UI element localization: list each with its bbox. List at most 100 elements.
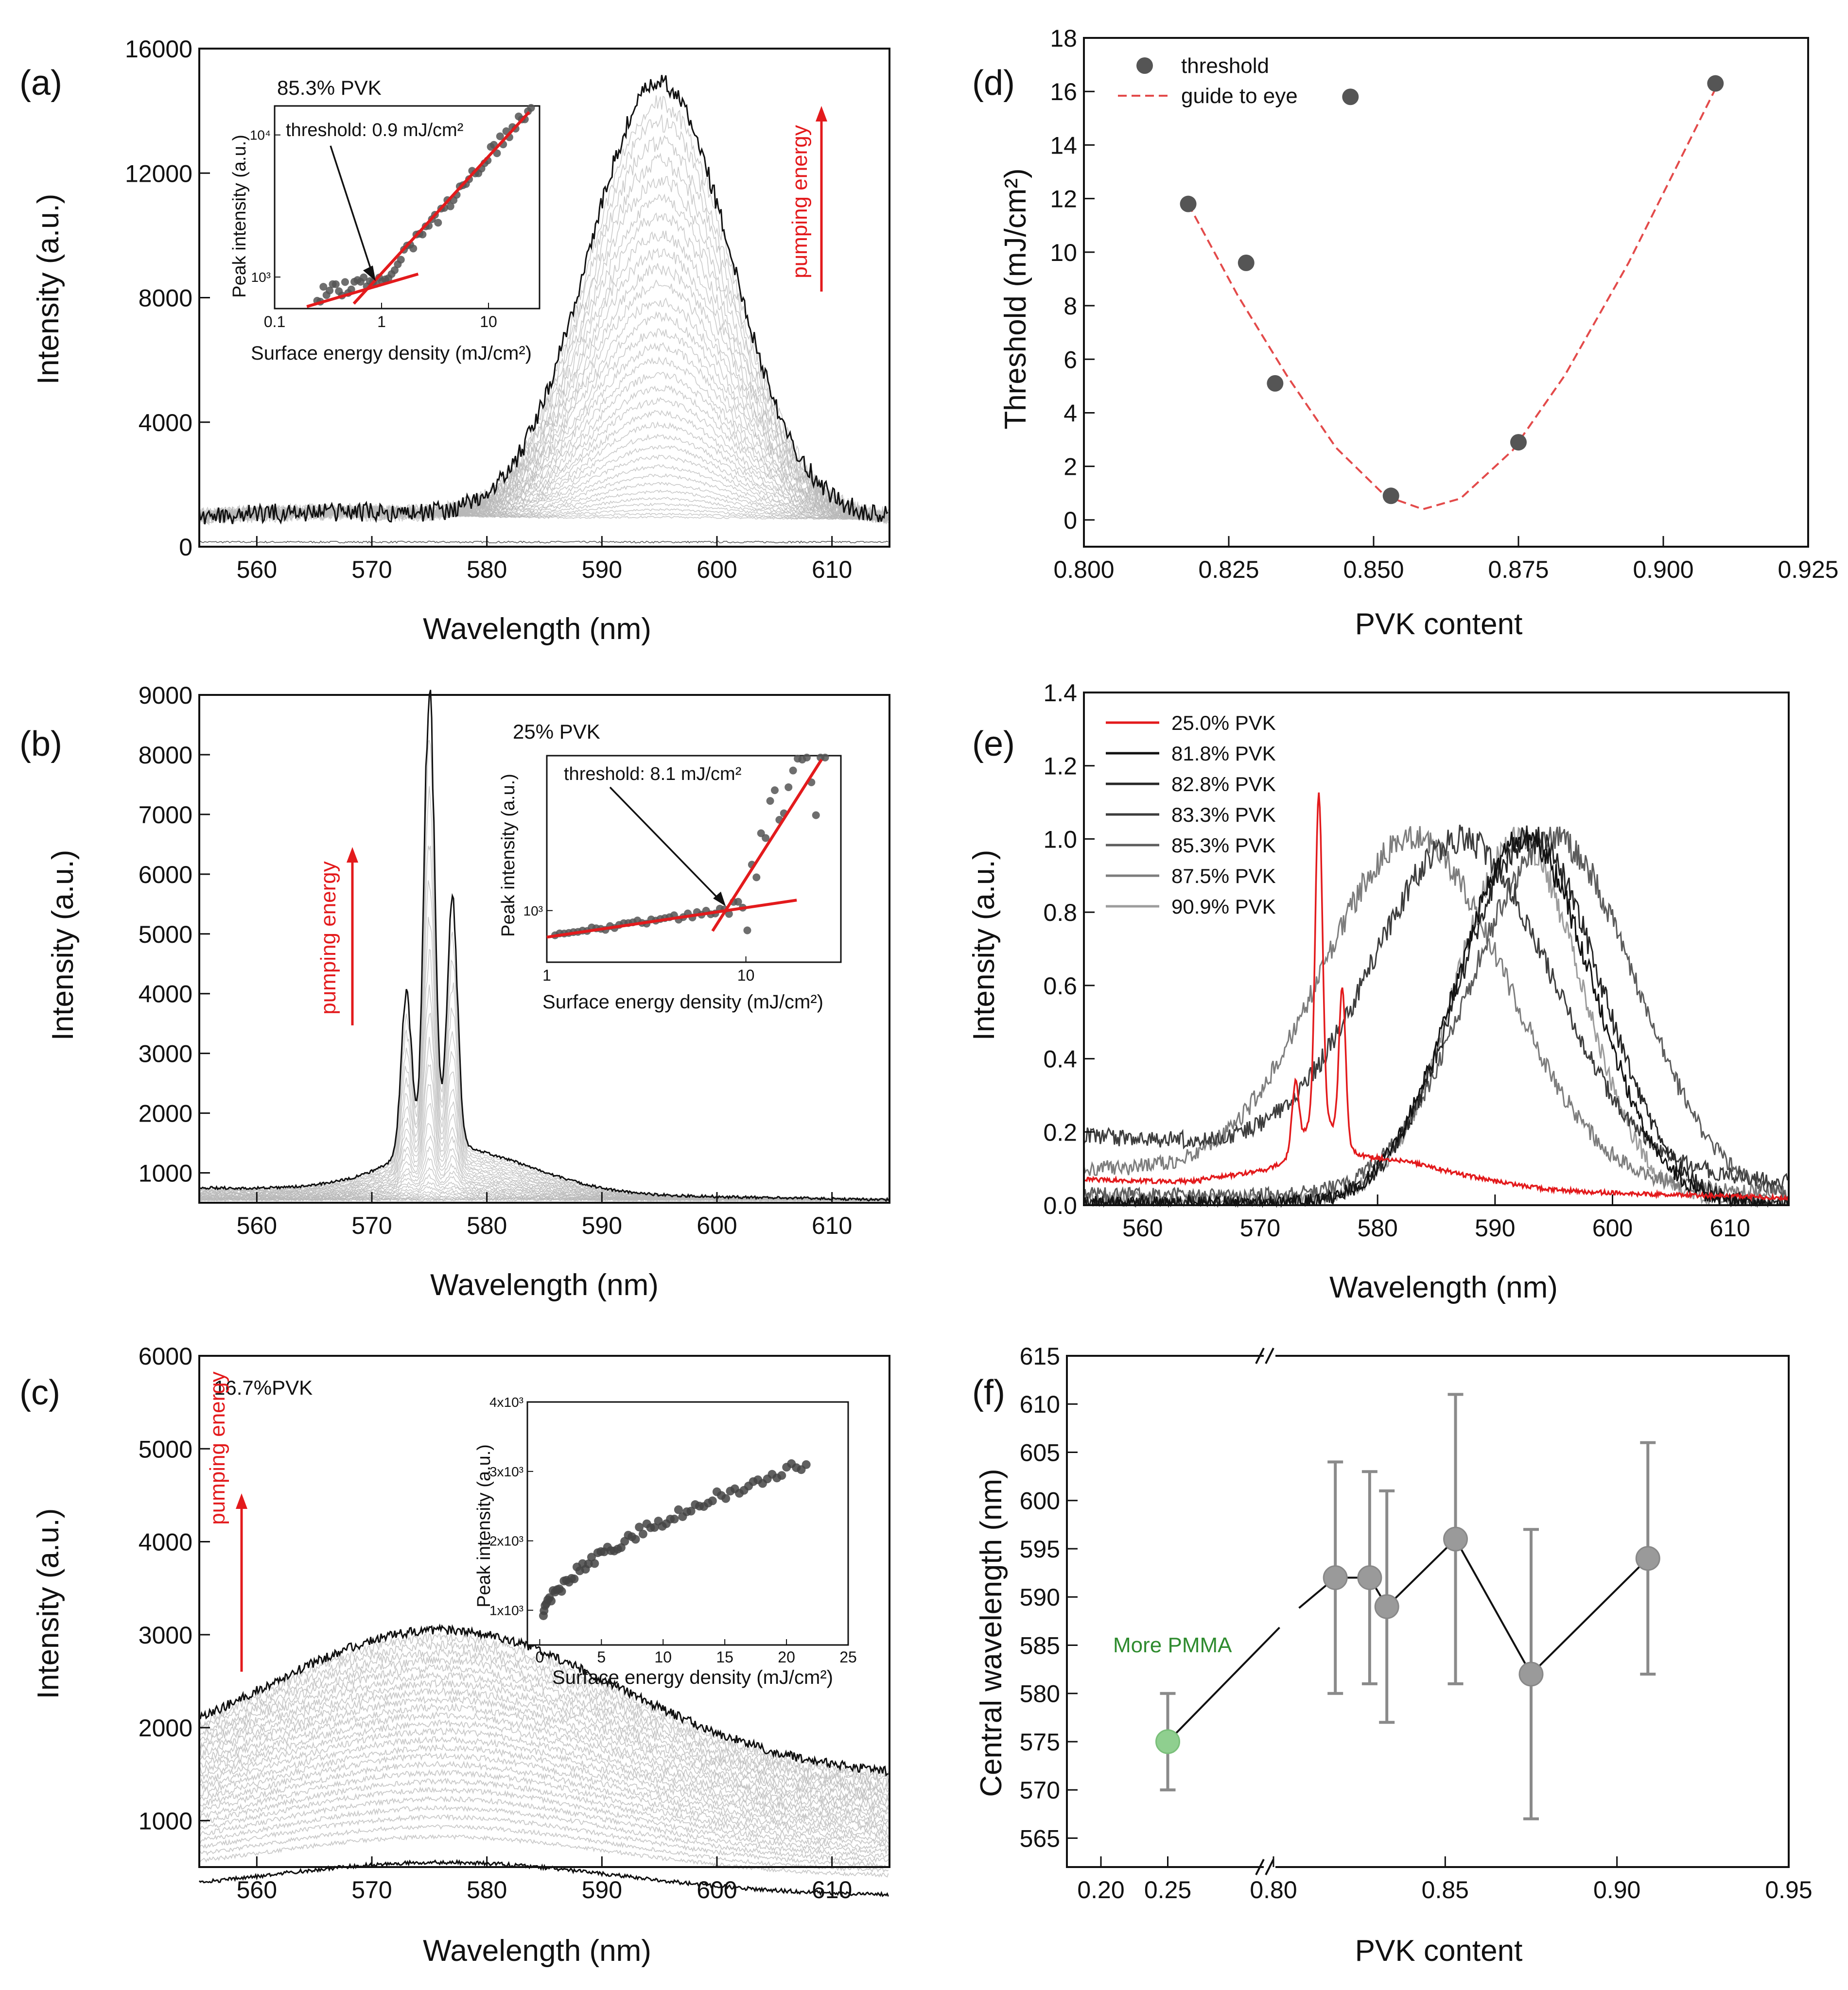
panel-e-legend-label: 82.8% PVK bbox=[1171, 773, 1276, 796]
panel-d-legend-marker bbox=[1136, 57, 1153, 74]
panel-f-connector-left bbox=[1167, 1627, 1280, 1743]
spectrum-trace bbox=[199, 1679, 889, 1802]
panel-a-axes: 560 570 580 590 600 610 0 4000 8000 12000 16000 bbox=[125, 35, 890, 583]
panel-c-ylabel: Intensity (a.u.) bbox=[32, 1508, 65, 1699]
spectrum-trace bbox=[199, 690, 889, 1202]
panel-a-inset-point bbox=[319, 283, 328, 291]
panel-e-legend: 25.0% PVK 81.8% PVK 82.8% PVK 83.3% PVK 85.3… bbox=[1106, 711, 1276, 918]
panel-c-inset-point bbox=[635, 1523, 644, 1532]
panel-f-marks bbox=[1155, 1393, 1660, 1820]
panel-e-legend-label: 81.8% PVK bbox=[1171, 742, 1276, 765]
panel-f-ytick-label: 600 bbox=[1020, 1488, 1060, 1515]
panel-c-xtick-label: 570 bbox=[351, 1876, 392, 1903]
spectrum-trace bbox=[199, 1702, 889, 1813]
panel-d-marks bbox=[1180, 75, 1724, 510]
panel-c-pump-arrowhead bbox=[236, 1493, 247, 1509]
panel-b-inset-point bbox=[752, 873, 761, 882]
panel-b-ytick-label: 1000 bbox=[139, 1160, 192, 1187]
panel-f-ytick-label: 565 bbox=[1020, 1825, 1060, 1852]
panel-a-inset-arrow bbox=[330, 145, 375, 278]
panel-c-inset-point bbox=[721, 1494, 731, 1503]
panel-b-ytick-label: 9000 bbox=[139, 682, 192, 709]
panel-f-point bbox=[1443, 1526, 1468, 1552]
panel-e-series-line bbox=[1083, 826, 1788, 1202]
panel-a-inset-title: 85.3% PVK bbox=[277, 76, 382, 99]
panel-b-ytick-label: 5000 bbox=[139, 921, 192, 948]
panel-b-ytick-label: 2000 bbox=[139, 1100, 192, 1127]
panel-c-inset-point bbox=[670, 1514, 679, 1523]
panel-b-inset-arrowhead bbox=[713, 891, 726, 906]
panel-e-xlabel: Wavelength (nm) bbox=[1329, 1271, 1558, 1304]
panel-b-inset-point bbox=[812, 811, 820, 819]
panel-f-point bbox=[1635, 1546, 1660, 1571]
spectrum-trace bbox=[199, 1824, 889, 1873]
spectrum-trace bbox=[199, 1694, 889, 1810]
panel-b-ytick-label: 8000 bbox=[139, 742, 192, 769]
panel-c-inset-frame bbox=[526, 1401, 849, 1646]
panel-a-spectra bbox=[198, 75, 889, 544]
panel-b-inset-threshold: threshold: 8.1 mJ/cm² bbox=[564, 764, 741, 784]
spectrum-trace bbox=[199, 1761, 889, 1841]
panel-d-ytick-label: 12 bbox=[1050, 186, 1077, 213]
panel-c-inset-ylabel: Peak intensity (a.u.) bbox=[474, 1444, 494, 1608]
panel-d-ytick-label: 18 bbox=[1050, 25, 1077, 52]
panel-b-inset-xtick-label: 10 bbox=[737, 967, 755, 984]
panel-b-inset-arrow bbox=[609, 786, 725, 905]
panel-f-point bbox=[1357, 1565, 1382, 1591]
panel-d-xtick-label: 0.925 bbox=[1778, 556, 1838, 583]
panel-b-inset-ylabel: Peak intensity (a.u.) bbox=[498, 774, 519, 937]
panel-c-inset-ytick-label: 3x10³ bbox=[489, 1464, 523, 1479]
panel-d-point bbox=[1382, 487, 1399, 504]
panel-d-point bbox=[1510, 434, 1527, 451]
panel-b-inset-point bbox=[762, 834, 770, 842]
panel-c-inset-ytick-label: 1x10³ bbox=[489, 1603, 523, 1618]
panel-c-inset-xtick-label: 20 bbox=[778, 1648, 795, 1666]
spectrum-trace bbox=[199, 1804, 889, 1863]
panel-d-ytick-label: 10 bbox=[1050, 239, 1077, 266]
panel-a-inset-frame bbox=[274, 105, 540, 310]
panel-c-inset-xlabel: Surface energy density (mJ/cm²) bbox=[552, 1667, 833, 1688]
panel-e-series-line-red bbox=[1083, 792, 1789, 1202]
panel-a-xtick-label: 570 bbox=[351, 556, 392, 583]
panel-a-inset-point bbox=[347, 285, 355, 294]
panel-e-ytick-label: 0.2 bbox=[1043, 1119, 1077, 1146]
panel-e-frame bbox=[1083, 692, 1790, 1206]
panel-c-inset-point bbox=[638, 1529, 647, 1539]
panel-a-inset-point bbox=[341, 278, 349, 286]
panel-b-inset-point bbox=[766, 797, 774, 805]
panel-b-inset-point bbox=[770, 786, 779, 795]
panel-a-inset-arrowhead bbox=[363, 265, 376, 281]
panel-a-inset-xtick-label: 0.1 bbox=[264, 313, 285, 330]
panel-c-inset-point bbox=[777, 1471, 786, 1480]
panel-b-inset-xlabel: Surface energy density (mJ/cm²) bbox=[542, 991, 823, 1013]
panel-e-ytick-label: 0.0 bbox=[1043, 1192, 1077, 1219]
panel-c-xtick-label: 590 bbox=[582, 1876, 622, 1903]
panel-c-xtick-label: 580 bbox=[467, 1876, 507, 1903]
panel-b-xtick-label: 600 bbox=[697, 1212, 737, 1239]
panel-a-inset-point bbox=[331, 280, 340, 288]
panel-c-ytick-label: 1000 bbox=[139, 1807, 192, 1834]
panel-d-ytick-label: 2 bbox=[1063, 453, 1077, 481]
panel-f-xtick-label: 0.95 bbox=[1765, 1876, 1812, 1903]
spectrum-trace bbox=[199, 1648, 889, 1787]
panel-b-inset-xtick-label: 1 bbox=[542, 967, 551, 984]
spectrum-trace bbox=[199, 1727, 889, 1825]
panel-f-point bbox=[1374, 1594, 1399, 1619]
panel-e-series-line bbox=[1083, 830, 1789, 1208]
panel-b-inset: 1 10 10³ bbox=[523, 753, 842, 984]
spectrum-trace bbox=[199, 1736, 889, 1830]
panel-d-xlabel: PVK content bbox=[1355, 607, 1523, 641]
panel-d-frame bbox=[1083, 37, 1809, 548]
panel-e-ytick-label: 1.0 bbox=[1043, 826, 1077, 853]
panel-a-xtick-label: 580 bbox=[467, 556, 507, 583]
panel-f-break-mark bbox=[1255, 1859, 1265, 1875]
panel-a-inset-fit-high bbox=[352, 111, 530, 305]
panel-a-ylabel: Intensity (a.u.) bbox=[32, 194, 65, 385]
spectrum-trace bbox=[199, 1656, 889, 1791]
panel-f-ytick-label: 595 bbox=[1020, 1536, 1060, 1563]
panel-c-inset-point bbox=[547, 1596, 556, 1606]
panel-f-xtick-label: 0.90 bbox=[1593, 1876, 1640, 1903]
panel-c-ytick-label: 4000 bbox=[139, 1529, 192, 1556]
panel-e-legend-label: 87.5% PVK bbox=[1171, 865, 1276, 887]
panel-c-inset-xtick-label: 25 bbox=[839, 1648, 857, 1666]
